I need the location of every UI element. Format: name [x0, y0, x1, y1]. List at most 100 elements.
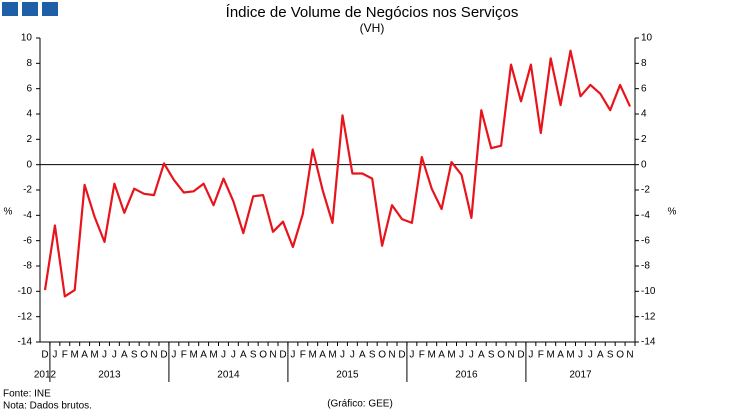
y2-tick-label: 4 [641, 109, 647, 120]
x-tick-label: J [528, 350, 533, 361]
x-tick-label: S [488, 350, 495, 361]
y2-tick-label: 8 [641, 58, 647, 69]
x-tick-label: M [547, 350, 555, 361]
x-tick-label: S [607, 350, 614, 361]
y-tick-label: 4 [26, 109, 32, 120]
x-tick-label: J [469, 350, 474, 361]
x-tick-label: A [597, 350, 604, 361]
chart-title: Índice de Volume de Negócios nos Serviço… [226, 4, 519, 21]
y2-tick-label: -4 [641, 210, 650, 221]
x-tick-label: O [616, 350, 624, 361]
x-tick-label: N [269, 350, 276, 361]
logo-square [2, 2, 18, 16]
y-tick-label: 10 [21, 33, 33, 44]
x-tick-label: M [309, 350, 317, 361]
x-tick-label: D [279, 350, 286, 361]
x-tick-label: S [250, 350, 257, 361]
x-tick-label: A [121, 350, 128, 361]
x-tick-label: J [221, 350, 226, 361]
y2-tick-label: 2 [641, 134, 647, 145]
logo-square [42, 2, 58, 16]
x-tick-label: F [181, 350, 187, 361]
y-tick-label: -4 [23, 210, 32, 221]
x-tick-label: J [231, 350, 236, 361]
y-tick-label: -2 [23, 185, 32, 196]
x-tick-label: N [507, 350, 514, 361]
x-tick-label: J [340, 350, 345, 361]
x-tick-label: A [478, 350, 485, 361]
y2-tick-label: -6 [641, 235, 650, 246]
x-tick-label: O [140, 350, 148, 361]
x-tick-label: N [150, 350, 157, 361]
y-tick-label: 8 [26, 58, 32, 69]
x-tick-label: D [41, 350, 48, 361]
x-tick-label: A [438, 350, 445, 361]
y-tick-label: 0 [26, 159, 32, 170]
x-tick-label: A [240, 350, 247, 361]
x-tick-label: D [160, 350, 167, 361]
x-tick-label: F [300, 350, 306, 361]
y2-tick-label: -12 [641, 311, 656, 322]
year-label: 2015 [336, 370, 359, 381]
y-axis-label: % [4, 207, 13, 218]
year-label: 2016 [455, 370, 478, 381]
credit: (Gráfico: GEE) [327, 399, 393, 410]
y2-tick-label: 10 [641, 33, 653, 44]
y-tick-label: 2 [26, 134, 32, 145]
x-tick-label: J [409, 350, 414, 361]
x-tick-label: J [290, 350, 295, 361]
y-tick-label: -14 [18, 337, 33, 348]
year-label: 2012 [34, 370, 57, 381]
x-tick-label: M [190, 350, 198, 361]
x-tick-label: S [369, 350, 376, 361]
y2-tick-label: -2 [641, 185, 650, 196]
x-tick-label: F [419, 350, 425, 361]
x-tick-label: J [578, 350, 583, 361]
x-tick-label: J [52, 350, 57, 361]
y-tick-label: -8 [23, 261, 32, 272]
y-tick-label: -12 [18, 311, 33, 322]
y2-tick-label: -14 [641, 337, 656, 348]
x-tick-label: J [459, 350, 464, 361]
x-tick-label: J [112, 350, 117, 361]
x-tick-label: J [588, 350, 593, 361]
x-tick-label: A [557, 350, 564, 361]
y-tick-label: -6 [23, 235, 32, 246]
note: Nota: Dados brutos. [3, 401, 92, 412]
x-tick-label: N [388, 350, 395, 361]
x-tick-label: M [566, 350, 574, 361]
x-tick-label: A [359, 350, 366, 361]
y2-tick-label: -8 [641, 261, 650, 272]
x-tick-label: F [538, 350, 544, 361]
x-tick-label: A [319, 350, 326, 361]
x-tick-label: N [626, 350, 633, 361]
x-tick-label: S [131, 350, 138, 361]
y2-tick-label: 6 [641, 83, 647, 94]
x-tick-label: M [428, 350, 436, 361]
y2-axis-label: % [668, 207, 677, 218]
source: Fonte: INE [3, 389, 51, 400]
x-tick-label: D [398, 350, 405, 361]
logo-square [22, 2, 38, 16]
chart-subtitle: (VH) [360, 21, 385, 35]
x-tick-label: M [71, 350, 79, 361]
x-tick-label: M [90, 350, 98, 361]
x-tick-label: O [378, 350, 386, 361]
year-label: 2017 [569, 370, 592, 381]
x-tick-label: D [517, 350, 524, 361]
x-tick-label: O [259, 350, 267, 361]
x-tick-label: M [209, 350, 217, 361]
x-tick-label: A [81, 350, 88, 361]
y2-tick-label: 0 [641, 159, 647, 170]
year-label: 2014 [217, 370, 240, 381]
x-tick-label: F [62, 350, 68, 361]
x-tick-label: J [350, 350, 355, 361]
x-tick-label: M [447, 350, 455, 361]
x-tick-label: J [102, 350, 107, 361]
x-tick-label: M [328, 350, 336, 361]
year-label: 2013 [98, 370, 121, 381]
x-tick-label: A [200, 350, 207, 361]
x-tick-label: O [497, 350, 505, 361]
y2-tick-label: -10 [641, 286, 656, 297]
